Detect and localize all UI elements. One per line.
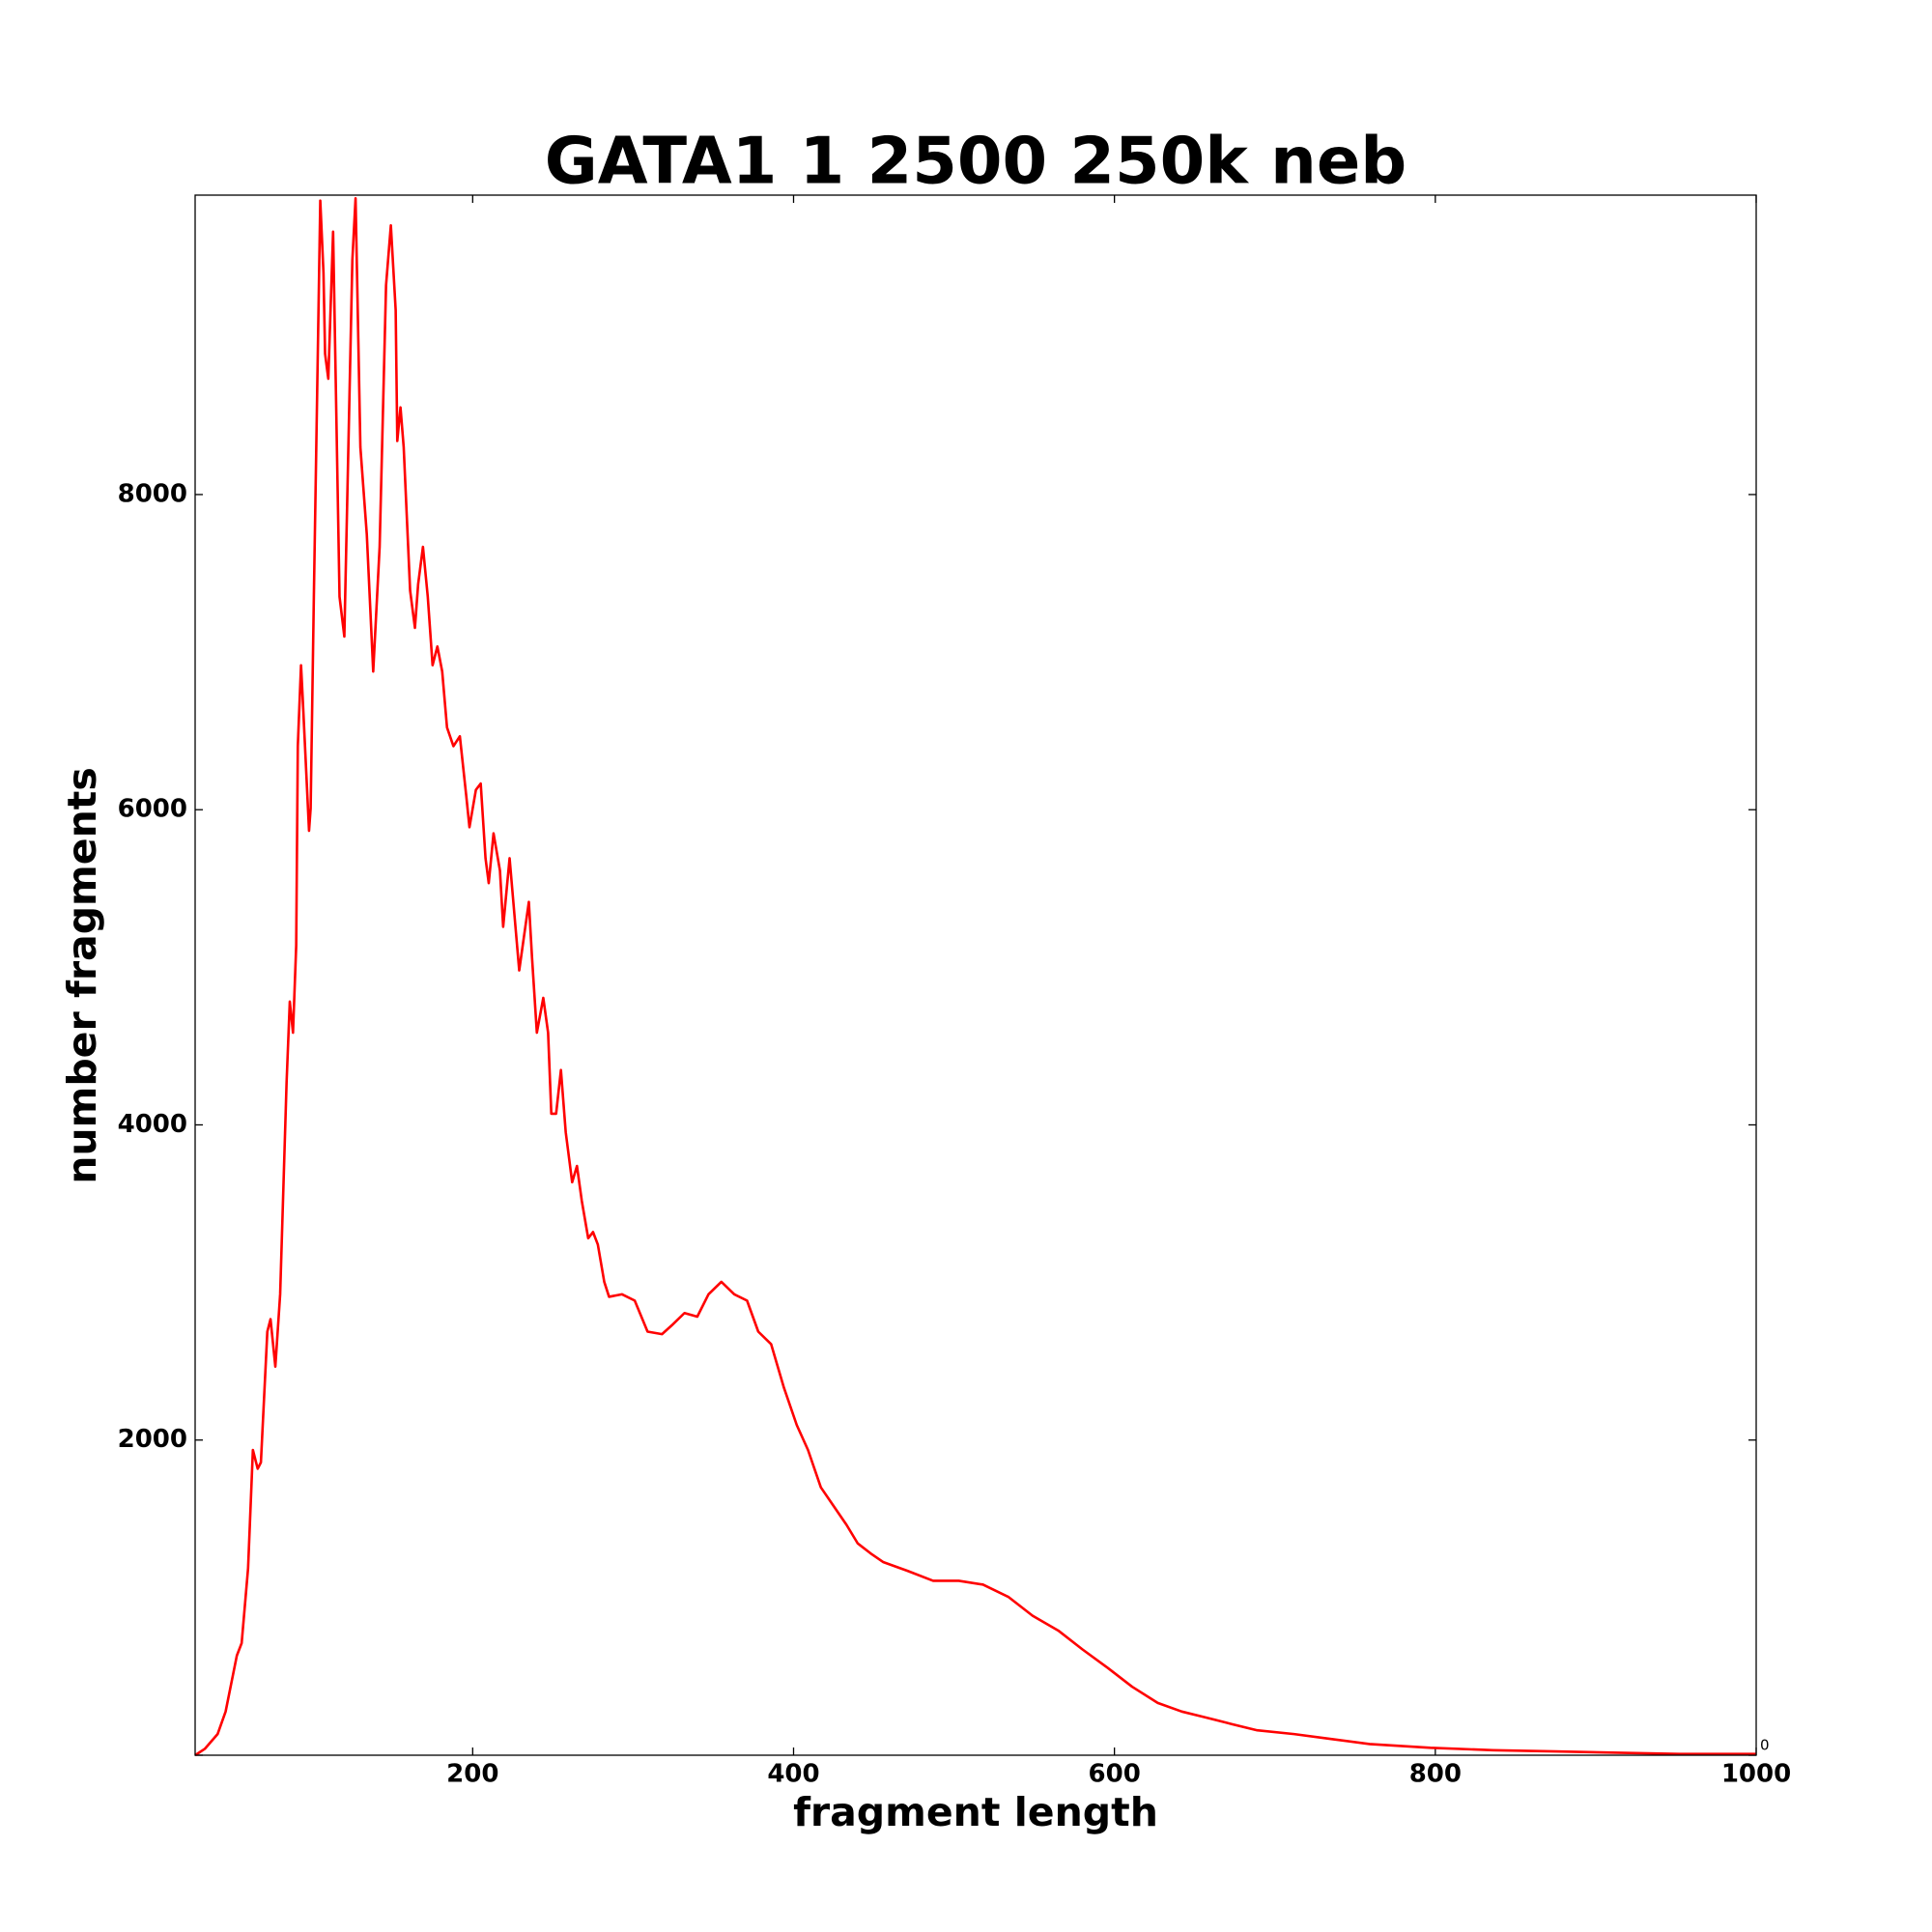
y-axis-label: number fragments — [59, 767, 105, 1184]
data-line — [194, 196, 1756, 1757]
y-tick-label: 4000 — [118, 1110, 187, 1139]
y-tick-label: 8000 — [118, 479, 187, 508]
x-tick-label: 600 — [1089, 1760, 1141, 1789]
x-tick-label: 1000 — [1721, 1760, 1791, 1789]
plot-frame — [194, 194, 1757, 1756]
y-tick-label: 0 — [1760, 1737, 1770, 1754]
x-tick-label: 400 — [767, 1760, 819, 1789]
x-tick-label: 200 — [446, 1760, 498, 1789]
x-axis-label: fragment length — [793, 1789, 1158, 1835]
x-tick-label: 800 — [1409, 1760, 1462, 1789]
chart-title: GATA1 1 2500 250k neb — [545, 124, 1407, 199]
y-tick-label: 6000 — [118, 795, 187, 824]
y-tick-label: 2000 — [118, 1425, 187, 1454]
